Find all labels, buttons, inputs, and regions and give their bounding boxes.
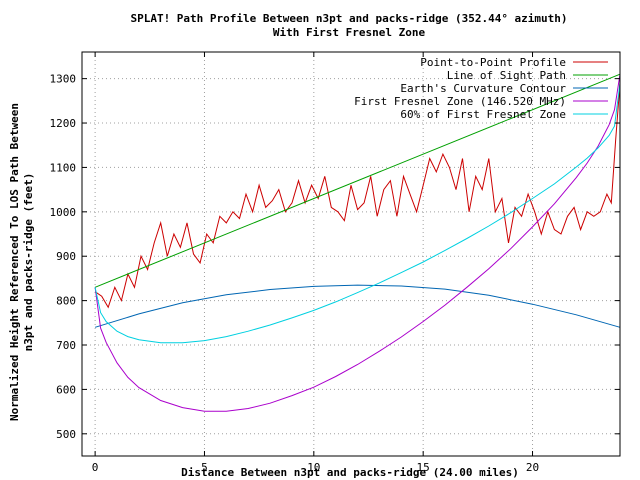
legend-label-1: Line of Sight Path <box>447 69 566 82</box>
legend-label-0: Point-to-Point Profile <box>420 56 566 69</box>
y-tick-label: 800 <box>56 295 76 308</box>
series-line-0 <box>94 83 621 309</box>
y-tick-label: 700 <box>56 339 76 352</box>
y-tick-label: 1300 <box>50 73 77 86</box>
x-tick-label: 20 <box>526 461 539 474</box>
y-tick-label: 500 <box>56 428 76 441</box>
x-tick-label: 5 <box>201 461 208 474</box>
plot-frame <box>81 51 621 457</box>
series-line-3 <box>94 74 621 412</box>
x-tick-label: 15 <box>417 461 430 474</box>
grid <box>82 52 620 456</box>
x-tick-label: 10 <box>307 461 320 474</box>
y-tick-label: 1200 <box>50 117 77 130</box>
x-tick-label: 0 <box>92 461 99 474</box>
x-axis-label: Distance Between n3pt and packs-ridge (2… <box>181 466 519 479</box>
series-line-1 <box>94 73 621 288</box>
y-axis-label-line2: n3pt and packs-ridge (feet) <box>22 173 35 352</box>
series-line-2 <box>94 284 621 328</box>
chart-title: SPLAT! Path Profile Between n3pt and pac… <box>130 12 567 25</box>
y-tick-label: 900 <box>56 250 76 263</box>
chart-subtitle: With First Fresnel Zone <box>273 26 426 39</box>
series-layer <box>94 73 621 412</box>
y-tick-label: 1000 <box>50 206 77 219</box>
axis-ticks: 0 5 10 15 20 500 600 700 800 900 1000 1100 1200 1300 <box>50 52 620 474</box>
y-tick-label: 1100 <box>50 161 77 174</box>
legend-label-2: Earth's Curvature Contour <box>400 82 566 95</box>
y-axis-label-line1: Normalized Height Referenced To LOS Path… <box>8 103 21 421</box>
legend-label-3: First Fresnel Zone (146.520 MHz) <box>354 95 566 108</box>
y-tick-label: 600 <box>56 383 76 396</box>
series-line-4 <box>94 83 621 344</box>
legend-label-4: 60% of First Fresnel Zone <box>400 108 566 121</box>
